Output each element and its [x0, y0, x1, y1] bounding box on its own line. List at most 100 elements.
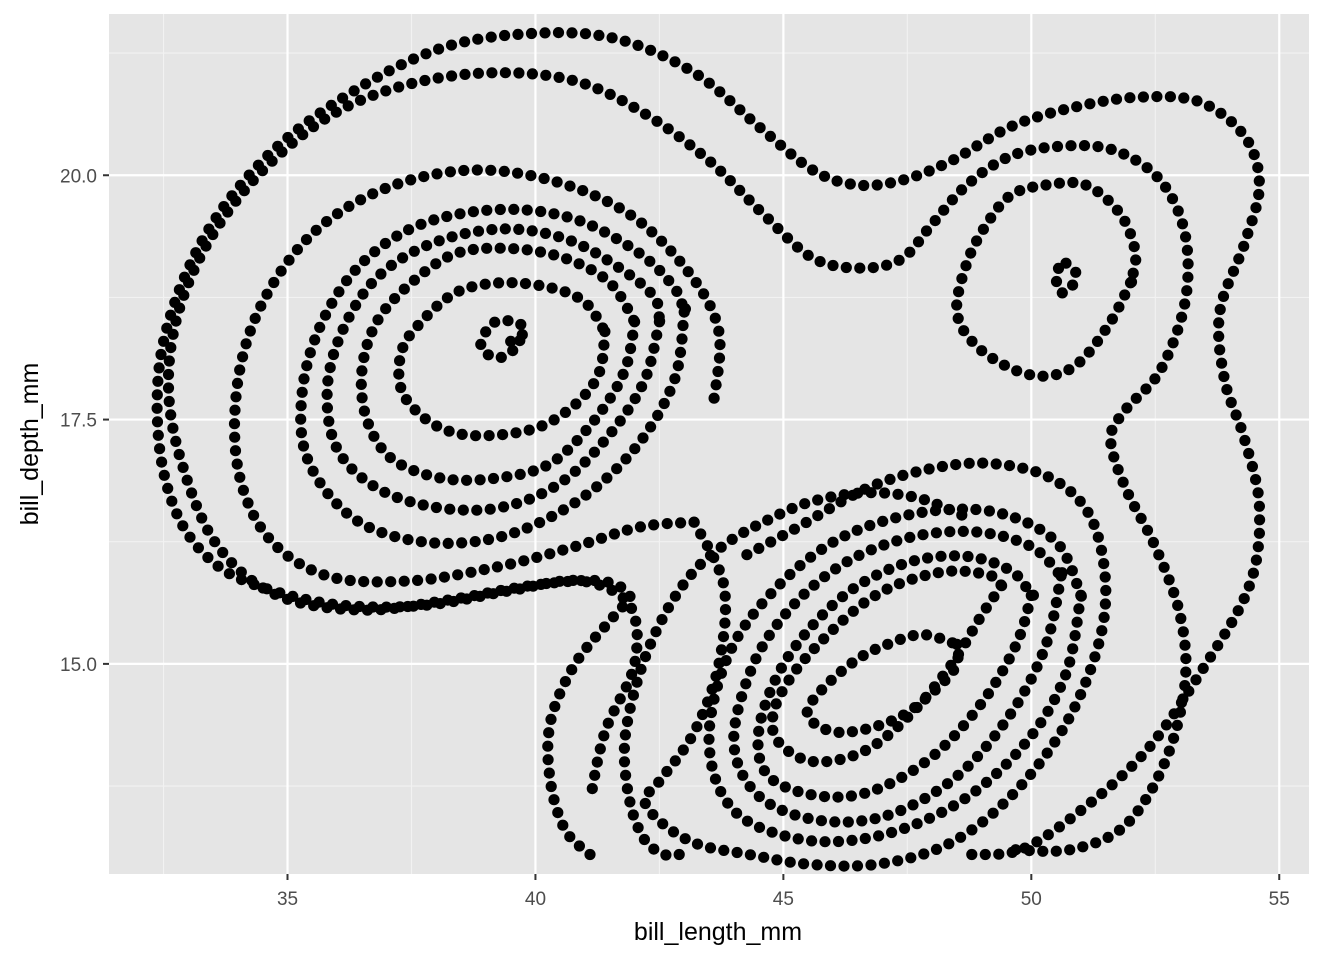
contour-point [808, 717, 820, 729]
contour-point [1178, 92, 1190, 104]
contour-point [372, 314, 384, 326]
contour-point [985, 212, 997, 224]
contour-point [472, 33, 484, 45]
contour-point [619, 729, 632, 741]
contour-point [1113, 824, 1126, 836]
contour-point [773, 736, 785, 748]
contour-point [645, 44, 657, 56]
contour-point [669, 755, 681, 767]
contour-point [812, 494, 824, 506]
contour-point [421, 310, 433, 322]
contour-point [376, 527, 388, 539]
contour-point [627, 689, 640, 701]
major-gridlines [109, 14, 1309, 874]
contour-point [1099, 324, 1111, 336]
contour-point [1050, 845, 1062, 857]
contour-point [1010, 748, 1022, 761]
contour-point [745, 665, 757, 677]
contour-point [559, 474, 571, 486]
contour-point [1025, 144, 1037, 156]
contour-point [764, 798, 776, 811]
contour-point [917, 529, 929, 541]
contour-point [337, 323, 349, 335]
contour-point [395, 459, 408, 471]
contour-point [389, 293, 401, 305]
contour-point [597, 322, 609, 334]
contour-point [1031, 661, 1043, 673]
contour-point [584, 848, 596, 861]
contour-point [695, 528, 707, 540]
contour-point [229, 404, 241, 416]
contour-point [1052, 262, 1065, 274]
contour-point [939, 739, 951, 751]
contour-point [859, 575, 871, 588]
contour-point [296, 386, 308, 398]
contour-point [192, 542, 204, 554]
contour-point [929, 748, 941, 761]
contour-point [929, 215, 941, 227]
contour-point [535, 205, 547, 218]
contour-point [631, 642, 643, 654]
contour-point [997, 530, 1010, 543]
contour-point [1197, 662, 1209, 675]
contour-point [331, 572, 343, 585]
contour-point [459, 36, 471, 48]
contour-point [648, 342, 660, 354]
contour-point [548, 794, 560, 806]
contour-point [549, 700, 561, 713]
contour-point [607, 611, 620, 623]
contour-point [1232, 605, 1244, 617]
contour-point [1050, 369, 1062, 381]
contour-point [679, 303, 692, 315]
contour-point [904, 246, 916, 258]
contour-point [588, 446, 601, 458]
contour-point [508, 243, 520, 255]
contour-point [827, 259, 839, 272]
contour-point [1056, 287, 1068, 299]
contour-point [1168, 732, 1180, 744]
contour-point [394, 355, 406, 367]
contour-point [1097, 95, 1109, 107]
contour-point [1034, 547, 1046, 559]
contour-point [718, 844, 730, 857]
contour-point [155, 348, 167, 361]
contour-point [321, 388, 333, 400]
contour-point [648, 843, 660, 855]
contour-point [705, 706, 718, 719]
contour-point [494, 242, 506, 254]
contour-point [628, 314, 640, 326]
contour-point [433, 43, 445, 55]
contour-point [1031, 836, 1043, 848]
contour-point [919, 792, 931, 805]
contour-point [534, 246, 547, 258]
contour-point [995, 579, 1007, 591]
contour-point [1203, 100, 1215, 112]
contour-point [1129, 501, 1141, 513]
contour-point [248, 578, 260, 591]
contour-point [626, 668, 638, 681]
contour-point [579, 78, 591, 90]
contour-line [1050, 257, 1082, 299]
contour-point [988, 591, 1000, 603]
contour-point [1048, 610, 1060, 622]
contour-point [859, 832, 871, 845]
contour-point [1246, 215, 1258, 227]
contour-point [1003, 460, 1016, 472]
contour-point [523, 493, 536, 505]
contour-point [1160, 719, 1172, 731]
contour-point [684, 139, 696, 151]
contour-point [573, 652, 585, 664]
contour-point [454, 208, 466, 220]
contour-point [240, 338, 252, 350]
contour-point [1124, 92, 1136, 104]
contour-point [1025, 768, 1037, 781]
contour-point [839, 530, 851, 542]
contour-point [1158, 758, 1170, 770]
contour-point [1044, 556, 1056, 568]
contour-point [158, 335, 170, 347]
contour-point [792, 833, 804, 845]
contour-point [973, 613, 985, 626]
contour-point [196, 512, 208, 524]
contour-point [895, 559, 908, 571]
contour-point [385, 576, 397, 588]
